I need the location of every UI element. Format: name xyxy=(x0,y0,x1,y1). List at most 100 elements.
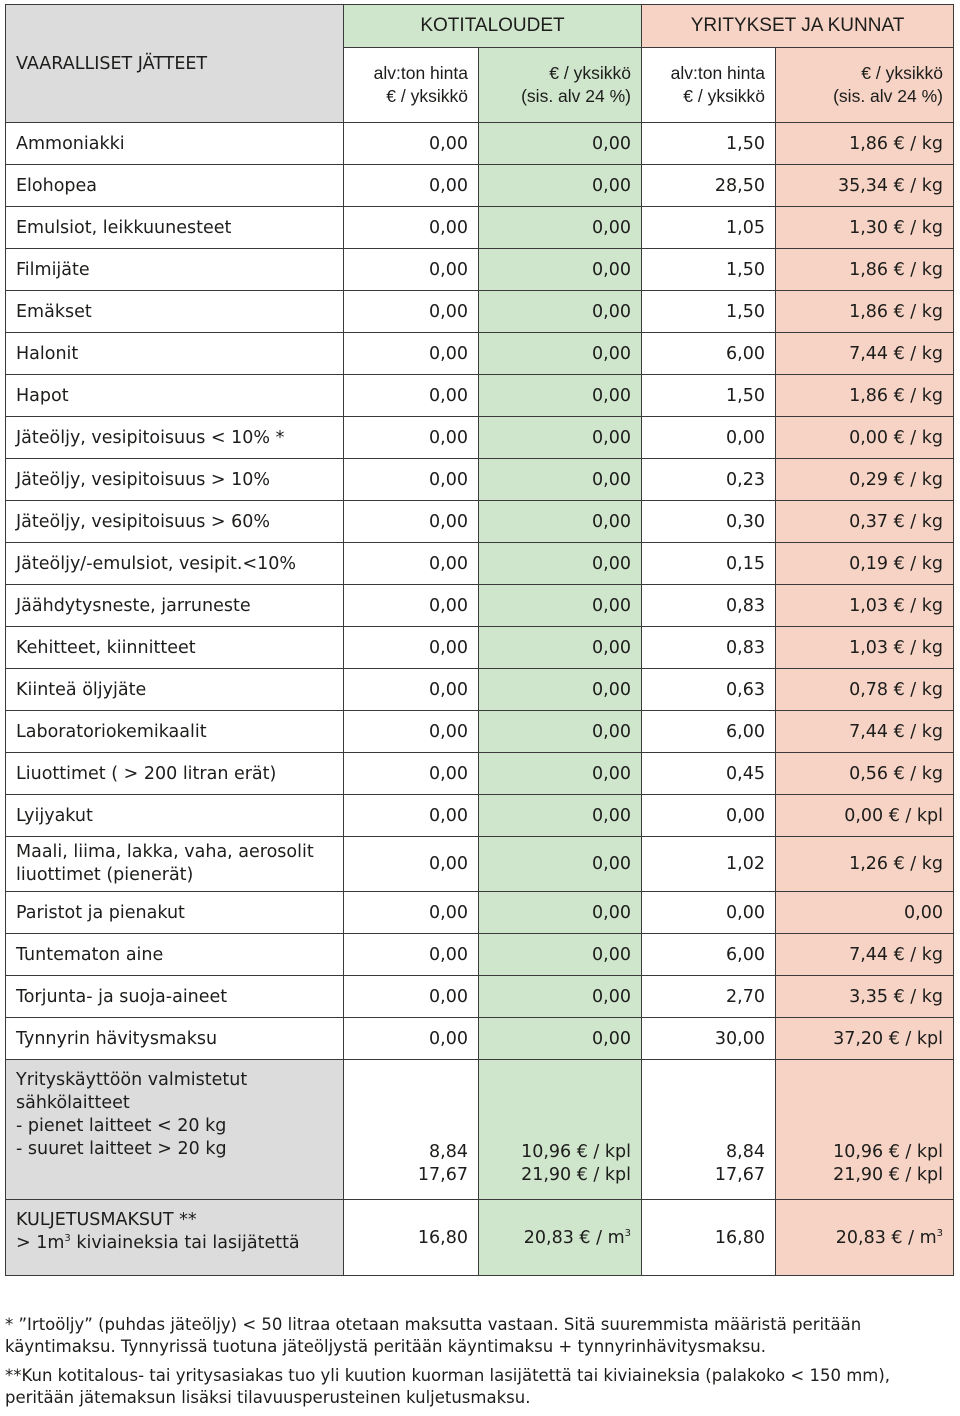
households-vat-price: 0,00 xyxy=(478,1017,642,1060)
business-vat-price-header: € / yksikkö (sis. alv 24 %) xyxy=(775,47,954,123)
table-row: Elohopea 0,00 0,00 28,50 35,34 € / kg xyxy=(5,164,954,207)
table-row: Kehitteet, kiinnitteet 0,00 0,00 0,83 1,03 €… xyxy=(5,626,954,669)
row-label: Laboratoriokemikaalit xyxy=(5,710,344,753)
households-vat-price: 0,00 xyxy=(478,752,642,795)
business-vat-price: 1,03 € / kg xyxy=(775,626,954,669)
table-row: Paristot ja pienakut 0,00 0,00 0,00 0,00 xyxy=(5,891,954,934)
households-net-price: 16,80 xyxy=(343,1199,479,1276)
households-net-price: 0,00 xyxy=(343,332,479,375)
business-vat-price: 7,44 € / kg xyxy=(775,933,954,976)
business-vat-price: 0,00 € / kg xyxy=(775,416,954,459)
business-vat-price: 1,03 € / kg xyxy=(775,584,954,627)
table-row: Halonit 0,00 0,00 6,00 7,44 € / kg xyxy=(5,332,954,375)
table-row: Emulsiot, leikkuunesteet 0,00 0,00 1,05 1,30… xyxy=(5,206,954,249)
business-net-price: 6,00 xyxy=(641,332,776,375)
table-row: Jäteöljy, vesipitoisuus > 60% 0,00 0,00 0,3… xyxy=(5,500,954,543)
row-label: Hapot xyxy=(5,374,344,417)
table-row: Filmijäte 0,00 0,00 1,50 1,86 € / kg xyxy=(5,248,954,291)
business-net-price: 0,30 xyxy=(641,500,776,543)
business-net-price: 16,80 xyxy=(641,1199,776,1276)
business-vat-price: 1,86 € / kg xyxy=(775,290,954,333)
households-vat-price: 0,00 xyxy=(478,122,642,165)
business-net-price: 2,70 xyxy=(641,975,776,1018)
table-row: Jäähdytysneste, jarruneste 0,00 0,00 0,83 1,… xyxy=(5,584,954,627)
business-vat-price: 20,83 € / m3 xyxy=(775,1199,954,1276)
business-vat-price: 0,00 € / kpl xyxy=(775,794,954,837)
households-vat-price: 0,00 xyxy=(478,416,642,459)
business-net-price: 0,63 xyxy=(641,668,776,711)
households-net-price: 0,00 xyxy=(343,836,479,892)
business-vat-price: 0,00 xyxy=(775,891,954,934)
row-label: Kehitteet, kiinnitteet xyxy=(5,626,344,669)
households-net-price: 0,00 xyxy=(343,248,479,291)
business-net-price: 1,50 xyxy=(641,290,776,333)
row-label: Kiinteä öljyjäte xyxy=(5,668,344,711)
business-net-price: 6,00 xyxy=(641,933,776,976)
table-row: Jäteöljy, vesipitoisuus > 10% 0,00 0,00 0,2… xyxy=(5,458,954,501)
business-vat-price: 10,96 € / kpl 21,90 € / kpl xyxy=(775,1059,954,1200)
business-net-price: 28,50 xyxy=(641,164,776,207)
households-vat-price: 0,00 xyxy=(478,500,642,543)
business-vat-price: 0,56 € / kg xyxy=(775,752,954,795)
households-net-price: 0,00 xyxy=(343,584,479,627)
business-vat-price: 0,19 € / kg xyxy=(775,542,954,585)
table-row: Jäteöljy/-emulsiot, vesipit.<10% 0,00 0,00… xyxy=(5,542,954,585)
business-net-price: 0,00 xyxy=(641,794,776,837)
business-net-price: 6,00 xyxy=(641,710,776,753)
row-label: Jäähdytysneste, jarruneste xyxy=(5,584,344,627)
households-vat-price: 0,00 xyxy=(478,458,642,501)
households-vat-price: 0,00 xyxy=(478,626,642,669)
households-vat-price: 0,00 xyxy=(478,290,642,333)
households-vat-price: 0,00 xyxy=(478,164,642,207)
households-net-price: 0,00 xyxy=(343,290,479,333)
households-vat-price: 0,00 xyxy=(478,975,642,1018)
table-row: Tynnyrin hävitysmaksu 0,00 0,00 30,00 37,20 … xyxy=(5,1017,954,1060)
row-label: Lyijyakut xyxy=(5,794,344,837)
business-vat-price: 0,78 € / kg xyxy=(775,668,954,711)
households-net-price: 0,00 xyxy=(343,1017,479,1060)
households-vat-price: 20,83 € / m3 xyxy=(478,1199,642,1276)
row-label: Filmijäte xyxy=(5,248,344,291)
business-vat-price: 0,37 € / kg xyxy=(775,500,954,543)
households-net-price: 0,00 xyxy=(343,752,479,795)
business-net-price: 1,02 xyxy=(641,836,776,892)
households-net-price: 0,00 xyxy=(343,891,479,934)
business-net-price: 1,05 xyxy=(641,206,776,249)
households-vat-price: 0,00 xyxy=(478,584,642,627)
business-net-price: 1,50 xyxy=(641,248,776,291)
business-net-price: 0,15 xyxy=(641,542,776,585)
households-vat-price-header: € / yksikkö (sis. alv 24 %) xyxy=(478,47,642,123)
table-row: Kiinteä öljyjäte 0,00 0,00 0,63 0,78 € / kg xyxy=(5,668,954,711)
households-vat-price: 0,00 xyxy=(478,891,642,934)
households-net-price: 0,00 xyxy=(343,500,479,543)
row-label: Jäteöljy/-emulsiot, vesipit.<10% xyxy=(5,542,344,585)
row-label: Jäteöljy, vesipitoisuus > 10% xyxy=(5,458,344,501)
table-row: Yrityskäyttöön valmistetut sähkölaitteet… xyxy=(5,1059,954,1200)
row-label: Liuottimet ( > 200 litran erät) xyxy=(5,752,344,795)
table-row: Laboratoriokemikaalit 0,00 0,00 6,00 7,44 € … xyxy=(5,710,954,753)
table-row: Torjunta- ja suoja-aineet 0,00 0,00 2,70 3,3… xyxy=(5,975,954,1018)
households-vat-price: 0,00 xyxy=(478,710,642,753)
households-net-price: 0,00 xyxy=(343,710,479,753)
households-vat-price: 0,00 xyxy=(478,206,642,249)
households-net-price: 0,00 xyxy=(343,542,479,585)
table-row: Ammoniakki 0,00 0,00 1,50 1,86 € / kg xyxy=(5,122,954,165)
households-group-header: KOTITALOUDET xyxy=(343,4,642,48)
row-label: Ammoniakki xyxy=(5,122,344,165)
business-vat-price: 37,20 € / kpl xyxy=(775,1017,954,1060)
business-net-price: 0,23 xyxy=(641,458,776,501)
row-label: Yrityskäyttöön valmistetut sähkölaitteet… xyxy=(5,1059,344,1200)
business-net-price: 0,00 xyxy=(641,416,776,459)
row-label: Tuntematon aine xyxy=(5,933,344,976)
households-vat-price: 0,00 xyxy=(478,542,642,585)
business-net-price: 1,50 xyxy=(641,122,776,165)
business-vat-price: 1,26 € / kg xyxy=(775,836,954,892)
table-row: Lyijyakut 0,00 0,00 0,00 0,00 € / kpl xyxy=(5,794,954,837)
business-net-price: 1,50 xyxy=(641,374,776,417)
business-net-price: 30,00 xyxy=(641,1017,776,1060)
table-row: Emäkset 0,00 0,00 1,50 1,86 € / kg xyxy=(5,290,954,333)
households-net-price: 0,00 xyxy=(343,122,479,165)
households-vat-price: 0,00 xyxy=(478,332,642,375)
households-net-price: 0,00 xyxy=(343,668,479,711)
households-net-price: 0,00 xyxy=(343,206,479,249)
